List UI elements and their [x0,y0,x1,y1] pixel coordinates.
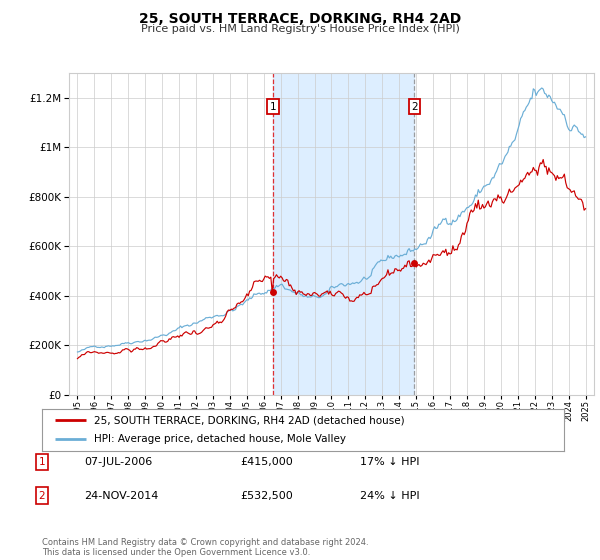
Bar [273,73,415,395]
Text: 25, SOUTH TERRACE, DORKING, RH4 2AD: 25, SOUTH TERRACE, DORKING, RH4 2AD [139,12,461,26]
Text: 1: 1 [38,457,46,467]
Text: Price paid vs. HM Land Registry's House Price Index (HPI): Price paid vs. HM Land Registry's House … [140,24,460,34]
Text: 1: 1 [269,101,276,111]
Text: 2: 2 [411,101,418,111]
Text: 24-NOV-2014: 24-NOV-2014 [84,491,158,501]
Text: 17% ↓ HPI: 17% ↓ HPI [360,457,419,467]
Text: 24% ↓ HPI: 24% ↓ HPI [360,491,419,501]
Text: Contains HM Land Registry data © Crown copyright and database right 2024.
This d: Contains HM Land Registry data © Crown c… [42,538,368,557]
Text: 25, SOUTH TERRACE, DORKING, RH4 2AD (detached house): 25, SOUTH TERRACE, DORKING, RH4 2AD (det… [94,415,405,425]
Text: £532,500: £532,500 [240,491,293,501]
Text: £415,000: £415,000 [240,457,293,467]
Text: 07-JUL-2006: 07-JUL-2006 [84,457,152,467]
Text: 2: 2 [38,491,46,501]
Text: HPI: Average price, detached house, Mole Valley: HPI: Average price, detached house, Mole… [94,435,346,445]
